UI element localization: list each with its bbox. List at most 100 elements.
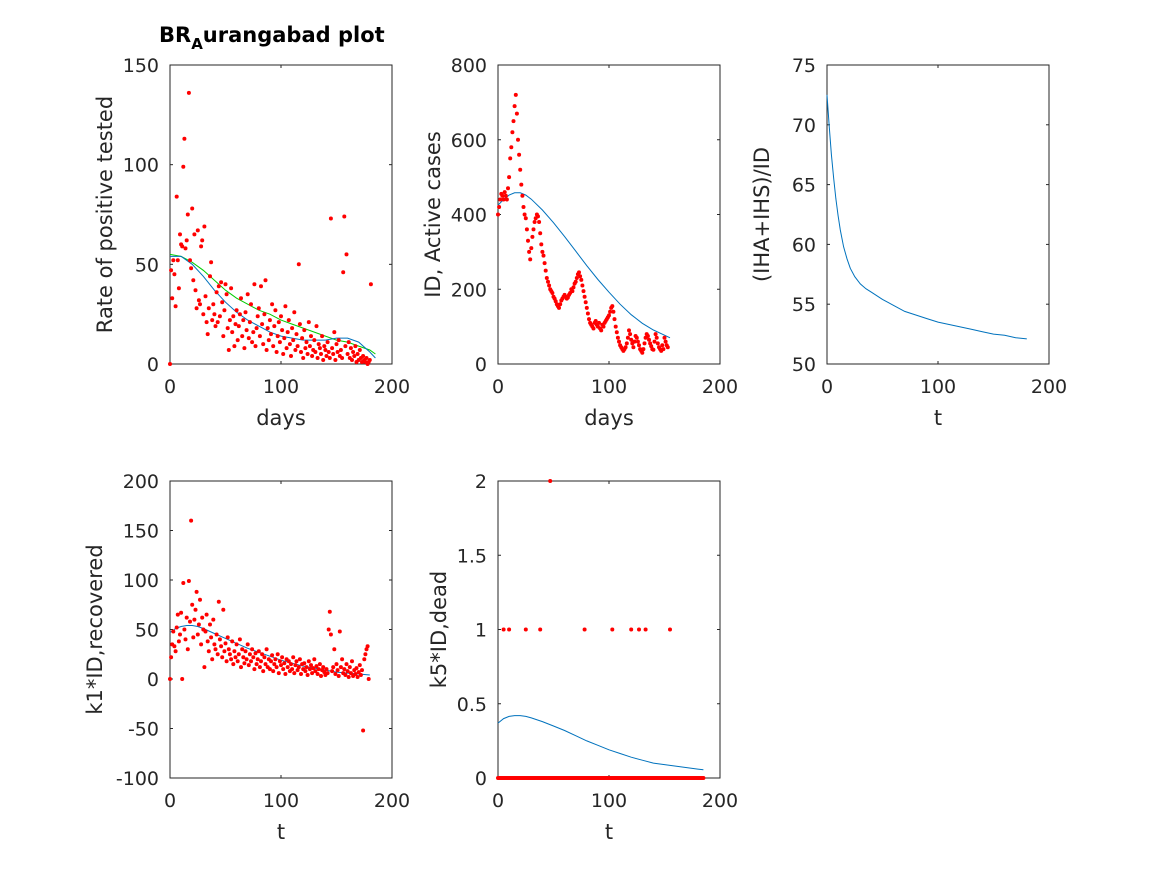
chart1-data-point — [527, 249, 532, 254]
chart3-data-point — [220, 655, 225, 660]
chart3-data-point — [366, 677, 371, 681]
chart0-data-point — [282, 336, 287, 341]
chart1-data-point — [501, 197, 506, 202]
chart4-ytick-label: 0 — [475, 768, 487, 790]
chart0-data-point — [327, 356, 332, 360]
chart3-data-point — [256, 649, 261, 654]
chart1-ytick-label: 600 — [451, 130, 487, 152]
chart3-ytick-label: 100 — [123, 570, 159, 592]
chart3-ytick-label: -50 — [128, 719, 159, 741]
chart0-data-point — [252, 282, 257, 287]
chart3-data-point — [304, 665, 309, 670]
chart3-data-point — [255, 657, 260, 662]
chart0-data-point — [277, 340, 282, 345]
chart0-data-point — [323, 348, 328, 352]
chart3-data-point — [309, 663, 313, 668]
chart0-data-point — [264, 348, 269, 352]
chart0-data-point — [244, 328, 249, 333]
chart0-data-point — [247, 320, 252, 325]
chart3-data-point — [302, 661, 307, 666]
chart3-data-point — [188, 619, 192, 624]
chart4-xtick-label: 200 — [702, 790, 738, 812]
chart3-data-point — [358, 673, 363, 677]
chart3-data-point — [289, 662, 293, 667]
chart3-data-point — [270, 653, 275, 658]
chart1-data-point — [514, 111, 519, 116]
chart3-data-point — [204, 612, 209, 617]
chart0-data-point — [198, 302, 202, 307]
chart4-xtick-label: 0 — [492, 790, 504, 812]
chart0-data-point — [284, 346, 289, 351]
chart1-data-point — [502, 190, 507, 195]
chart3-data-point — [232, 649, 237, 654]
figure-title: BRAurangabad plot — [159, 23, 385, 53]
chart0-data-point — [208, 274, 212, 279]
chart3-data-point — [337, 629, 342, 634]
chart2-ytick-label: 70 — [792, 115, 816, 137]
chart0-data-point — [221, 334, 226, 339]
chart0-xtick-label: 200 — [374, 376, 410, 398]
chart3-data-point — [213, 647, 218, 652]
chart0-data-point — [325, 340, 330, 345]
chart3-data-point — [209, 635, 214, 640]
chart3-data-point — [225, 635, 230, 640]
chart0-data-point — [220, 300, 225, 305]
chart0-series-line-0 — [169, 253, 376, 355]
chart0-data-point — [261, 342, 266, 347]
chart3-data-point — [208, 622, 212, 627]
chart1-data-point — [635, 339, 640, 344]
chart1-data-point — [573, 279, 578, 284]
chart4-data-point — [501, 627, 506, 632]
chart3-data-point — [347, 665, 352, 670]
chart3-ytick-label: 0 — [147, 669, 159, 691]
chart3-data-point — [244, 657, 249, 662]
chart3-ytick-label: 200 — [123, 471, 159, 493]
chart0-data-point — [266, 338, 271, 343]
chart0-data-point — [203, 294, 208, 299]
chart3-data-point — [194, 589, 199, 594]
chart1-data-point — [607, 313, 611, 318]
chart3-data-point — [216, 599, 221, 604]
chart0-data-point — [231, 314, 236, 319]
chart3-data-point — [277, 659, 282, 664]
chart3-data-point — [290, 667, 295, 672]
chart0-data-point — [225, 326, 230, 331]
chart3-data-point — [274, 665, 279, 670]
chart3-data-point — [211, 617, 216, 622]
chart3-data-point — [240, 647, 245, 652]
chart1-data-point — [632, 339, 637, 344]
chart3-data-point — [336, 674, 341, 678]
chart3-data-point — [185, 647, 190, 652]
chart3-data-point — [283, 672, 288, 676]
chart3-data-point — [245, 642, 250, 647]
chart1-data-point — [520, 193, 525, 198]
chart0-data-point — [263, 278, 268, 283]
chart1-data-point — [641, 347, 646, 352]
chart0-data-point — [209, 260, 214, 265]
chart0-data-point — [192, 232, 197, 237]
chart3-data-point — [221, 607, 226, 612]
chart3-data-point — [363, 652, 368, 657]
chart1-data-point — [546, 279, 550, 284]
chart1-xtick-label: 100 — [591, 376, 627, 398]
chart3-data-point — [334, 662, 339, 667]
chart1-data-point — [655, 341, 660, 346]
chart3-data-point — [184, 615, 189, 620]
chart1-data-point — [536, 214, 540, 219]
chart0-data-point — [302, 328, 307, 333]
chart0-data-point — [324, 354, 329, 358]
chart1-data-point — [627, 328, 631, 333]
chart1-data-point — [629, 337, 634, 342]
chart0-data-point — [262, 312, 267, 317]
chart0-data-point — [199, 244, 204, 249]
chart1-data-point — [518, 167, 523, 172]
chart0-data-point — [289, 354, 293, 358]
chart0-series-line-1 — [170, 255, 376, 359]
chart0-data-point — [219, 280, 224, 285]
chart0-data-point — [270, 302, 275, 307]
chart3-data-point — [356, 670, 361, 675]
chart3-data-point — [226, 647, 231, 652]
chart0-data-point — [212, 312, 217, 317]
chart0-data-point — [229, 286, 234, 291]
